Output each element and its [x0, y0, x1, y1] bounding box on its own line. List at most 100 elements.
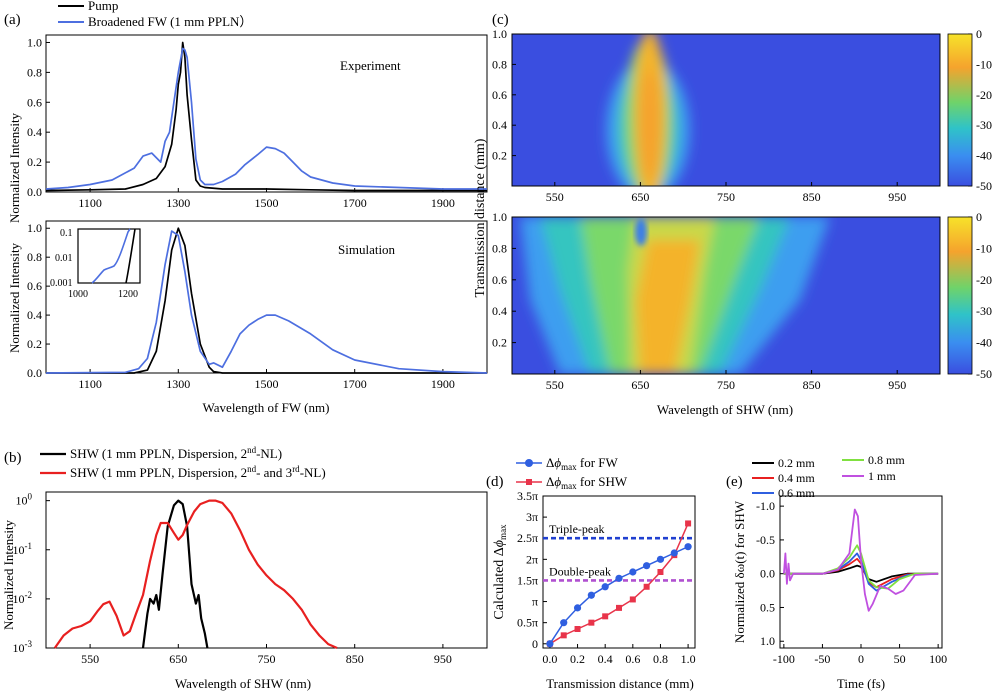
d-series-fw-point-9 — [670, 549, 678, 557]
a1-ytick-label-2: 0.4 — [27, 125, 42, 139]
c-xtick-label-0-3: 850 — [803, 190, 821, 204]
d-series-shw-point-6 — [629, 596, 636, 603]
c-ylabel: Transmission distance (mm) — [473, 138, 488, 297]
c-ytick-label-1-3: 0.8 — [492, 241, 507, 255]
a-inset-xtick-0: 1000 — [68, 289, 88, 300]
d-series-fw-point-5 — [615, 574, 623, 582]
d-series-fw-point-7 — [643, 562, 651, 570]
b-xtick-label-0: 550 — [81, 652, 99, 666]
c-ytick-label-1-0: 0.2 — [492, 336, 507, 350]
panel-a: (a) Pump Broadened FW (1 mm PPLN） Experi… — [4, 0, 488, 415]
c-cb-tick-label-1-3: -30 — [976, 304, 992, 318]
c-xtick-label-0-2: 750 — [717, 190, 735, 204]
b-ytick-label-0: 100 — [16, 492, 33, 508]
b-xlabel: Wavelength of SHW (nm) — [175, 676, 311, 691]
a-simulation-ylabel: Normalized Intensity — [7, 242, 22, 353]
a1-ytick-label-0: 0.0 — [27, 185, 42, 199]
panel-a-label: (a) — [4, 12, 21, 28]
c-xlabel: Wavelength of SHW (nm) — [657, 402, 793, 417]
d-frame — [542, 495, 696, 649]
legend-d-shw-marker — [526, 479, 532, 485]
legend-d-fw-marker — [525, 459, 533, 467]
c-cb-tick-label-1-1: -10 — [976, 241, 992, 255]
e-legend-label-2: 0.6 mm — [778, 486, 815, 500]
d-series-shw-point-3 — [588, 619, 595, 626]
a2-xtick-label-0: 1100 — [78, 377, 102, 391]
e-legend-label-1: 0.4 mm — [778, 471, 815, 485]
e-series-4 — [783, 508, 939, 612]
panel-e: (e) 0.2 mm0.4 mm0.6 mm 0.8 mm 1 mm -100 -50… — [726, 453, 947, 691]
e-xtick-label-0: -100 — [773, 652, 795, 666]
a2-xtick-label-4: 1900 — [431, 377, 455, 391]
d-xtick-label-0: 0.0 — [542, 652, 557, 666]
panel-b-label: (b) — [4, 450, 22, 466]
d-xtick-label-4: 0.8 — [653, 652, 668, 666]
e-legend-label-4: 1 mm — [868, 469, 896, 483]
c-cb-tick-label-0-0: 0 — [976, 27, 982, 41]
e-xtick-label-3: 50 — [894, 652, 906, 666]
e-ytick-label-3: 0.5 — [760, 600, 775, 614]
d-xlabel: Transmission distance (mm) — [546, 676, 694, 691]
d-series-fw-point-4 — [601, 583, 609, 591]
b-xtick-label-4: 950 — [434, 652, 452, 666]
a-experiment-lines — [45, 41, 487, 192]
panel-b: (b) SHW (1 mm PPLN, Dispersion, 2nd-NL) … — [1, 445, 488, 691]
b-xtick-label-3: 850 — [346, 652, 364, 666]
d-lines — [543, 520, 695, 648]
c-cb-tick-label-0-5: -50 — [976, 179, 992, 193]
c-cb-tick-label-1-5: -50 — [976, 367, 992, 381]
a2-ytick-label-2: 0.4 — [27, 308, 42, 322]
a2-xtick-label-3: 1700 — [343, 377, 367, 391]
d-ytick-label-7: 3.5π — [517, 489, 538, 503]
c-cb-tick-label-0-2: -20 — [976, 88, 992, 102]
a2-series-0 — [46, 227, 487, 374]
b-frame — [45, 491, 488, 649]
c-ytick-label-0-4: 1.0 — [492, 27, 507, 41]
c-ytick-label-0-1: 0.4 — [492, 118, 507, 132]
d-ytick-label-5: 2.5π — [517, 531, 538, 545]
b-series-1 — [53, 499, 338, 650]
b-series-0 — [141, 499, 209, 649]
legend-b-red: SHW (1 mm PPLN, Dispersion, 2nd- and 3rd… — [70, 464, 326, 480]
e-ticks: -100 -50 0 50 100 -1.0 -0.5 0.0 0.5 1.0 — [756, 499, 947, 666]
a-inset-ytick-0: 0.1 — [60, 228, 73, 239]
d-series-shw-point-4 — [602, 613, 609, 620]
d-ytick-label-0: 0 — [532, 637, 538, 651]
c-cb-tick-label-1-4: -40 — [976, 336, 992, 350]
c-xtick-label-0-4: 950 — [888, 190, 906, 204]
b-ytick-exp-0: 0 — [28, 492, 33, 502]
e-xtick-label-4: 100 — [929, 652, 947, 666]
b-xtick-label-2: 750 — [258, 652, 276, 666]
a1-ytick-label-1: 0.2 — [27, 155, 42, 169]
b-lines — [53, 499, 338, 650]
d-series-fw-point-6 — [629, 568, 637, 576]
a2-xtick-label-2: 1500 — [255, 377, 279, 391]
e-xtick-label-2: 0 — [858, 652, 864, 666]
d-ytick-label-4: 2π — [526, 552, 538, 566]
d-ytick-label-6: 3π — [526, 510, 538, 524]
c-colorbar-bottom — [947, 216, 973, 375]
d-series-fw-point-10 — [684, 543, 692, 551]
c-xtick-label-1-0: 550 — [546, 378, 564, 392]
b-xtick-label-1: 650 — [169, 652, 187, 666]
a-experiment-frame — [45, 34, 488, 193]
e-lines — [783, 508, 939, 612]
c-cb-tick-label-1-2: -20 — [976, 273, 992, 287]
a-inset-frame — [77, 228, 141, 284]
a-simulation-ticks: 1100 1300 1500 1700 1900 0.0 0.2 0.4 0.6 0.8 1.0 — [27, 221, 455, 391]
c-xtick-label-1-2: 750 — [717, 378, 735, 392]
d-series-fw-point-2 — [573, 604, 582, 612]
b-ytick-label-3: 10-3 — [13, 639, 33, 655]
d-xtick-label-5: 1.0 — [681, 652, 696, 666]
c-cb-tick-label-0-3: -30 — [976, 118, 992, 132]
a2-ytick-label-5: 1.0 — [27, 221, 42, 235]
d-xtick-label-1: 0.2 — [570, 652, 585, 666]
d-series-shw-point-7 — [643, 583, 650, 590]
a-experiment-ylabel: Normalized Intensity — [7, 112, 22, 223]
c-ytick-label-0-0: 0.2 — [492, 149, 507, 163]
a1-xtick-label-3: 1700 — [343, 196, 367, 210]
c-cb-tick-label-0-1: -10 — [976, 57, 992, 71]
c-heatmap-top — [512, 34, 940, 186]
